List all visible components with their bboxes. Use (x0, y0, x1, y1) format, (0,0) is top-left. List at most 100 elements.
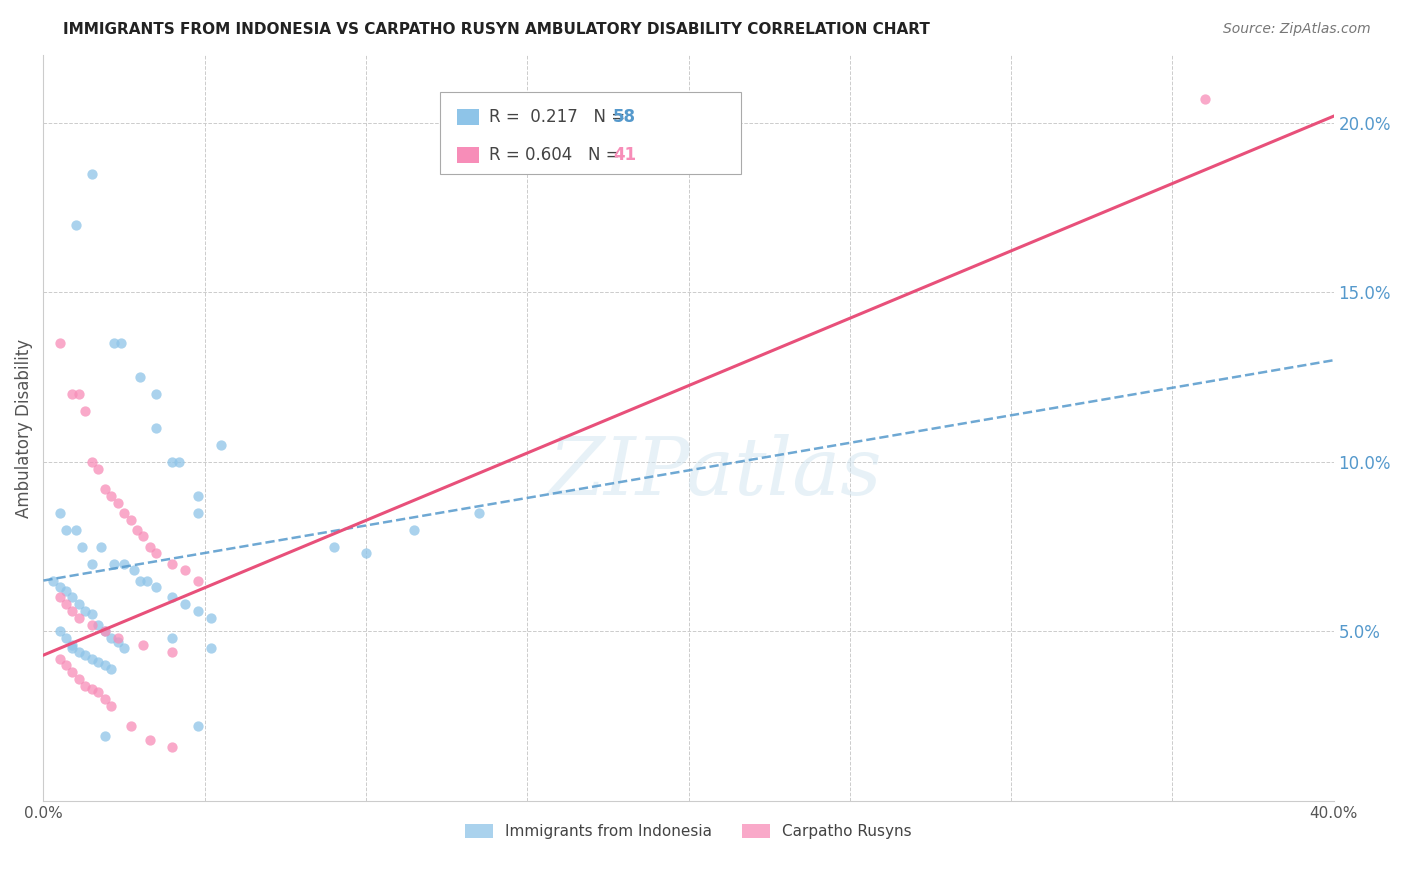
Point (62, 641, 84, 656)
Point (80, 167, 103, 181)
Point (87, 461, 110, 475)
Point (55, 631, 77, 645)
Point (135, 574, 157, 588)
Point (120, 719, 142, 733)
Point (62, 591, 84, 605)
Point (67, 611, 90, 625)
Point (107, 495, 129, 509)
Point (129, 574, 152, 588)
Point (62, 638, 84, 652)
Point (200, 641, 222, 656)
Point (55, 658, 77, 673)
Point (145, 421, 167, 435)
Point (167, 455, 190, 469)
Point (187, 719, 209, 733)
Point (107, 631, 129, 645)
Point (55, 523, 77, 537)
Point (107, 634, 129, 648)
Point (200, 611, 222, 625)
Point (404, 523, 426, 537)
Point (87, 655, 110, 669)
Point (75, 404, 97, 418)
Point (162, 591, 184, 605)
Point (65, 218, 87, 232)
Point (65, 523, 87, 537)
Point (93, 692, 115, 706)
Point (93, 482, 115, 496)
Point (125, 523, 148, 537)
Point (75, 679, 97, 693)
Point (112, 641, 135, 656)
Point (48, 506, 70, 520)
Point (80, 607, 103, 622)
Point (62, 604, 84, 618)
Point (174, 563, 197, 577)
Point (48, 591, 70, 605)
Point (162, 645, 184, 659)
Point (90, 540, 112, 554)
Point (132, 638, 155, 652)
Point (139, 732, 162, 747)
Point (145, 387, 167, 401)
Point (162, 631, 184, 645)
Point (75, 648, 97, 662)
Point (129, 370, 152, 384)
Point (80, 651, 103, 665)
Point (93, 624, 115, 639)
Point (48, 624, 70, 639)
Y-axis label: Ambulatory Disability: Ambulatory Disability (15, 338, 32, 517)
Text: IMMIGRANTS FROM INDONESIA VS CARPATHO RUSYN AMBULATORY DISABILITY CORRELATION CH: IMMIGRANTS FROM INDONESIA VS CARPATHO RU… (63, 22, 931, 37)
Point (162, 557, 184, 571)
Point (468, 506, 491, 520)
Text: R =  0.217   N =: R = 0.217 N = (489, 108, 631, 126)
Point (87, 685, 110, 699)
Text: Source: ZipAtlas.com: Source: ZipAtlas.com (1223, 22, 1371, 37)
Point (80, 681, 103, 696)
Point (162, 455, 184, 469)
Point (62, 387, 84, 401)
Text: 41: 41 (613, 146, 636, 164)
Point (93, 658, 115, 673)
Point (100, 662, 122, 676)
Point (112, 557, 135, 571)
Point (48, 336, 70, 351)
Point (187, 604, 209, 618)
Point (110, 336, 132, 351)
Point (80, 455, 103, 469)
Point (100, 631, 122, 645)
Point (187, 506, 209, 520)
Point (120, 512, 142, 526)
Point (187, 574, 209, 588)
Point (67, 645, 90, 659)
Point (103, 336, 125, 351)
Point (139, 540, 162, 554)
Point (67, 597, 90, 611)
Point (187, 489, 209, 503)
Text: R = 0.604   N =: R = 0.604 N = (489, 146, 626, 164)
Point (80, 617, 103, 632)
Point (93, 730, 115, 744)
Point (1194, 92, 1216, 106)
Point (48, 580, 70, 594)
Point (55, 597, 77, 611)
Point (145, 546, 167, 560)
Point (354, 546, 377, 560)
Point (48, 651, 70, 665)
Point (103, 557, 125, 571)
Point (132, 529, 155, 543)
Point (62, 665, 84, 679)
Point (112, 506, 135, 520)
Text: ZIPatlas: ZIPatlas (547, 434, 882, 511)
Point (100, 489, 122, 503)
Point (145, 580, 167, 594)
Point (122, 563, 145, 577)
Point (80, 557, 103, 571)
Point (70, 540, 93, 554)
Legend: Immigrants from Indonesia, Carpatho Rusyns: Immigrants from Indonesia, Carpatho Rusy… (460, 818, 918, 846)
Point (174, 597, 197, 611)
Text: 58: 58 (613, 108, 636, 126)
Point (581, 116, 603, 130)
Point (100, 698, 122, 713)
Point (87, 617, 110, 632)
Point (75, 604, 97, 618)
